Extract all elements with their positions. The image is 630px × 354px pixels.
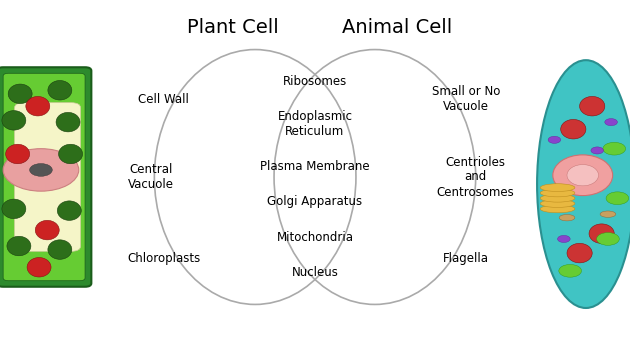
Ellipse shape xyxy=(580,97,605,116)
Ellipse shape xyxy=(537,60,630,308)
Circle shape xyxy=(30,164,52,176)
Ellipse shape xyxy=(59,144,83,164)
Text: Plant Cell: Plant Cell xyxy=(187,18,279,37)
Ellipse shape xyxy=(7,236,31,256)
Circle shape xyxy=(558,235,570,242)
Ellipse shape xyxy=(559,215,575,221)
Ellipse shape xyxy=(567,244,592,263)
Ellipse shape xyxy=(540,189,575,197)
Ellipse shape xyxy=(2,110,26,130)
Text: Central
Vacuole: Central Vacuole xyxy=(128,163,175,191)
Ellipse shape xyxy=(48,80,72,100)
Ellipse shape xyxy=(27,258,51,277)
Circle shape xyxy=(606,192,629,205)
Text: Plasma Membrane: Plasma Membrane xyxy=(260,160,370,173)
Ellipse shape xyxy=(57,201,81,220)
Ellipse shape xyxy=(26,97,50,116)
Circle shape xyxy=(591,147,604,154)
Ellipse shape xyxy=(589,224,614,244)
FancyBboxPatch shape xyxy=(3,73,85,281)
Ellipse shape xyxy=(561,120,586,139)
Text: Mitochondria: Mitochondria xyxy=(277,231,353,244)
Circle shape xyxy=(559,264,581,277)
Ellipse shape xyxy=(540,184,575,192)
Text: Small or No
Vacuole: Small or No Vacuole xyxy=(432,85,500,113)
Ellipse shape xyxy=(6,144,30,164)
Text: Animal Cell: Animal Cell xyxy=(341,18,452,37)
Ellipse shape xyxy=(56,113,80,132)
Circle shape xyxy=(603,142,626,155)
Text: Chloroplasts: Chloroplasts xyxy=(127,252,200,265)
Text: Ribosomes: Ribosomes xyxy=(283,75,347,88)
FancyBboxPatch shape xyxy=(0,67,91,287)
Text: Flagella: Flagella xyxy=(443,252,490,265)
Text: Golgi Apparatus: Golgi Apparatus xyxy=(268,195,362,208)
Ellipse shape xyxy=(600,211,616,217)
Ellipse shape xyxy=(540,205,575,213)
Ellipse shape xyxy=(48,240,72,259)
Ellipse shape xyxy=(540,194,575,202)
Ellipse shape xyxy=(540,200,575,207)
Text: Cell Wall: Cell Wall xyxy=(139,93,189,105)
Circle shape xyxy=(548,136,561,143)
Circle shape xyxy=(597,233,619,245)
Ellipse shape xyxy=(567,165,598,186)
Ellipse shape xyxy=(35,220,59,240)
Ellipse shape xyxy=(8,84,32,104)
Circle shape xyxy=(605,119,617,126)
FancyBboxPatch shape xyxy=(14,103,81,251)
Text: Centrioles
and
Centrosomes: Centrioles and Centrosomes xyxy=(437,155,515,199)
Text: Nucleus: Nucleus xyxy=(292,266,338,279)
Circle shape xyxy=(3,149,79,191)
Ellipse shape xyxy=(553,155,612,195)
Ellipse shape xyxy=(2,199,26,218)
Text: Endoplasmic
Reticulum: Endoplasmic Reticulum xyxy=(277,110,353,138)
